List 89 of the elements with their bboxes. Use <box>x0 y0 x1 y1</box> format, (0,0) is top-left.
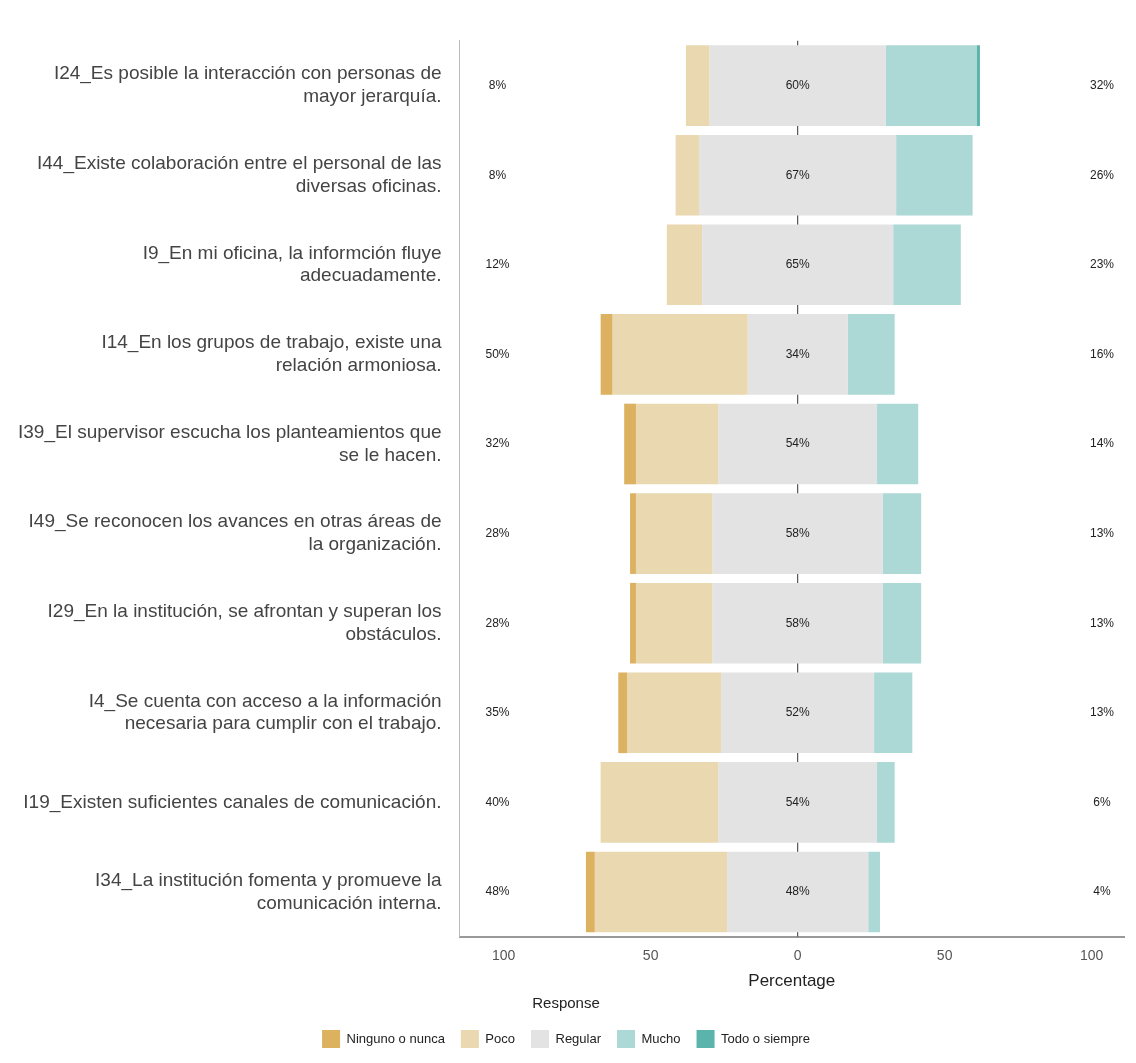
x-tick-label: 100 <box>491 947 516 964</box>
data-label: 60% <box>785 77 810 92</box>
annotation: 35% <box>485 705 510 720</box>
bar <box>618 672 628 754</box>
annotation: 16% <box>1089 346 1115 361</box>
y-tick-label: I14_En los grupos de trabajo, existe una relación armoniosa. <box>101 331 442 376</box>
y-tick-label: I39_El supervisor escucha los planteamientos que se le hacen. <box>18 420 442 465</box>
y-tick-label: I29_En la institución, se afrontan y superan los obstáculos. <box>47 600 442 644</box>
bar <box>685 45 710 126</box>
bar <box>624 403 636 485</box>
annotation: 23% <box>1089 257 1115 272</box>
bar <box>666 224 703 306</box>
bar <box>896 134 973 216</box>
bar <box>882 582 922 664</box>
bar <box>868 851 880 933</box>
y-tick-label: I19_Existen suficientes canales de comunicación. <box>23 790 442 813</box>
bar <box>747 314 848 395</box>
data-label: 58% <box>785 615 810 630</box>
bar <box>874 672 913 754</box>
bar <box>630 493 636 574</box>
annotation: 8% <box>488 167 507 182</box>
annotation: 28% <box>485 525 510 540</box>
annotation: 8% <box>488 77 507 92</box>
x-axis-title: Percentage <box>748 971 836 991</box>
annotation: 6% <box>1093 794 1111 809</box>
x-tick-label: 50 <box>936 947 953 964</box>
data-label: 54% <box>785 436 810 451</box>
legend-label: Ninguno o nunca <box>346 1030 446 1046</box>
bar <box>718 762 878 843</box>
annotation: 32% <box>1089 77 1115 92</box>
bar <box>976 45 980 126</box>
data-label: 67% <box>785 167 810 182</box>
data-label: 65% <box>785 257 810 272</box>
legend-label: Mucho <box>641 1030 681 1046</box>
y-tick-label: I24_Es posible la interacción con personas de mayor jerarquía. <box>53 62 442 107</box>
bar <box>627 672 722 754</box>
annotation: 13% <box>1089 705 1115 720</box>
bar <box>600 762 719 843</box>
bar <box>635 403 719 485</box>
legend-title: Response <box>532 993 600 1011</box>
bar <box>612 314 748 395</box>
annotation: 26% <box>1089 167 1115 182</box>
y-tick-label: I49_Se reconocen los avances en otras áreas de la organización. <box>28 510 442 555</box>
annotation: 28% <box>485 615 510 630</box>
bar <box>847 314 895 395</box>
legend-label: Todo o siempre <box>721 1030 810 1046</box>
bar <box>721 672 875 754</box>
legend-label: Poco <box>485 1030 516 1046</box>
y-tick-label: I44_Existe colaboración entre el personal de las diversas oficinas. <box>37 152 442 196</box>
bar <box>712 493 883 574</box>
bar <box>882 493 922 574</box>
x-tick-label: 100 <box>1079 947 1104 964</box>
bar <box>600 314 613 395</box>
annotation: 4% <box>1093 884 1111 899</box>
y-tick-label: I34_La institución fomenta y promueve la comunicación interna. <box>95 868 442 913</box>
bar <box>877 403 919 485</box>
x-tick-label: 0 <box>793 947 802 964</box>
bar <box>594 851 728 933</box>
data-label: 54% <box>785 794 810 809</box>
bar <box>712 582 883 664</box>
annotation: 50% <box>485 346 510 361</box>
data-label: 34% <box>785 346 810 361</box>
bar <box>885 45 977 126</box>
bar <box>709 45 886 126</box>
y-tick-label: I9_En mi oficina, la informción fluye adecuadamente. <box>142 241 442 286</box>
data-label: 58% <box>785 525 810 540</box>
bar <box>675 134 700 216</box>
legend-label: Regular <box>555 1030 602 1046</box>
data-label: 52% <box>785 705 810 720</box>
annotation: 13% <box>1089 525 1115 540</box>
bar <box>727 851 869 933</box>
y-tick-label: I4_Se cuenta con acceso a la información necesaria para cumplir con el trabajo. <box>88 689 442 734</box>
bar <box>699 134 897 216</box>
bar <box>893 224 961 306</box>
annotation: 13% <box>1089 615 1115 630</box>
x-tick-label: 50 <box>642 947 659 964</box>
bar <box>630 582 636 664</box>
annotation: 40% <box>485 794 510 809</box>
annotation: 48% <box>485 884 510 899</box>
bar <box>702 224 894 306</box>
data-label: 48% <box>785 884 810 899</box>
bar <box>877 762 895 843</box>
bar <box>718 403 878 485</box>
bar <box>585 851 595 933</box>
bar <box>635 582 713 664</box>
annotation: 12% <box>485 257 510 272</box>
annotation: 14% <box>1089 436 1115 451</box>
annotation: 32% <box>485 436 510 451</box>
bar <box>635 493 713 574</box>
